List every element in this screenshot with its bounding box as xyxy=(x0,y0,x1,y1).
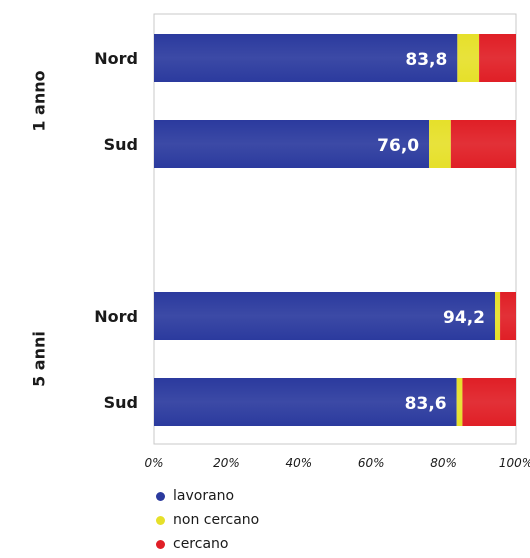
group-label-1-anno: 1 anno xyxy=(30,70,49,131)
category-label: Sud xyxy=(104,135,138,154)
category-label: Nord xyxy=(94,307,138,326)
category-label: Nord xyxy=(94,49,138,68)
bar-non-cercano-1 xyxy=(457,34,480,82)
x-tick-label: 80% xyxy=(430,456,457,470)
legend-item-cercano: cercano xyxy=(156,532,259,556)
group-label-5-anni: 5 anni xyxy=(30,331,49,387)
legend: lavorano non cercano cercano xyxy=(156,484,259,556)
bar-lavorano-3 xyxy=(154,292,496,340)
bar-lavorano-1 xyxy=(154,34,458,82)
legend-item-lavorano: lavorano xyxy=(156,484,259,508)
bar-cercano-2 xyxy=(450,120,516,168)
legend-label-lavorano: lavorano xyxy=(173,488,235,504)
category-label: Sud xyxy=(104,393,138,412)
x-tick-label: 0% xyxy=(144,456,163,470)
legend-swatch-cercano xyxy=(156,539,165,549)
data-label: 76,0 xyxy=(377,136,419,156)
bar-cercano-1 xyxy=(479,34,516,82)
legend-item-non-cercano: non cercano xyxy=(156,508,259,532)
plot-area xyxy=(153,13,517,445)
bar-non-cercano-4 xyxy=(456,378,463,426)
legend-label-cercano: cercano xyxy=(173,536,229,552)
bar-lavorano-2 xyxy=(154,120,430,168)
bar-cercano-4 xyxy=(462,378,516,426)
bar-non-cercano-2 xyxy=(429,120,451,168)
x-tick-label: 60% xyxy=(358,456,385,470)
data-label: 83,6 xyxy=(405,394,447,414)
legend-swatch-lavorano xyxy=(156,491,165,501)
data-label: 94,2 xyxy=(443,308,485,328)
bar-lavorano-4 xyxy=(154,378,457,426)
data-label: 83,8 xyxy=(405,50,447,70)
x-tick-label: 100% xyxy=(499,456,530,470)
legend-label-non-cercano: non cercano xyxy=(173,512,260,528)
bar-cercano-3 xyxy=(500,292,516,340)
bar-non-cercano-3 xyxy=(495,292,501,340)
x-tick-label: 40% xyxy=(285,456,312,470)
legend-swatch-non-cercano xyxy=(156,515,165,525)
x-tick-label: 20% xyxy=(213,456,240,470)
